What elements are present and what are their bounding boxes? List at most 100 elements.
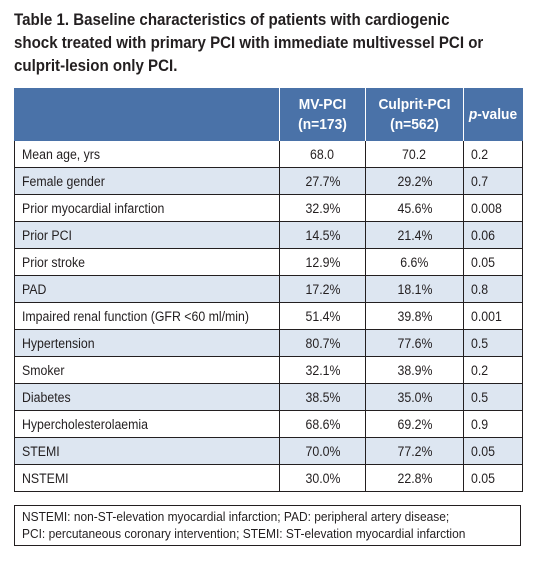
- p-value-suffix: -value: [477, 105, 518, 123]
- row-label: Diabetes: [22, 389, 71, 405]
- mv-pci-value-cell: 17.2%: [279, 275, 366, 303]
- row-label: Female gender: [22, 173, 105, 189]
- p-value: 0.05: [471, 254, 495, 270]
- mv-pci-value-cell: 38.5%: [279, 383, 366, 411]
- table-row: NSTEMI 30.0% 22.8% 0.05: [14, 464, 523, 492]
- p-value: 0.8: [471, 281, 489, 297]
- culprit-pci-value: 38.9%: [397, 362, 432, 378]
- p-value: 0.05: [471, 443, 495, 459]
- header-culprit-pci: Culprit-PCI (n=562): [365, 88, 464, 141]
- p-value-cell: 0.9: [463, 410, 523, 438]
- mv-pci-value: 68.6%: [305, 416, 340, 432]
- row-label-cell: Female gender: [14, 167, 280, 195]
- mv-pci-value: 38.5%: [305, 389, 340, 405]
- row-label-cell: STEMI: [14, 437, 280, 465]
- table-row: Impaired renal function (GFR <60 ml/min)…: [14, 302, 523, 330]
- p-value: 0.5: [471, 389, 489, 405]
- p-value-cell: 0.05: [463, 464, 523, 492]
- culprit-pci-value-cell: 35.0%: [365, 383, 464, 411]
- footnote-line: PCI: percutaneous coronary intervention;…: [22, 526, 466, 541]
- culprit-pci-value-cell: 21.4%: [365, 221, 464, 249]
- table-caption: Table 1. Baseline characteristics of pat…: [14, 9, 483, 78]
- table-row: Prior PCI 14.5% 21.4% 0.06: [14, 221, 523, 249]
- culprit-pci-value-cell: 77.6%: [365, 329, 464, 357]
- row-label: Prior myocardial infarction: [22, 200, 165, 216]
- row-label: PAD: [22, 281, 47, 297]
- mv-pci-value-cell: 51.4%: [279, 302, 366, 330]
- header-label-column: [14, 88, 280, 141]
- row-label-cell: Diabetes: [14, 383, 280, 411]
- mv-pci-value-cell: 80.7%: [279, 329, 366, 357]
- p-value: 0.008: [471, 200, 502, 216]
- culprit-pci-value-cell: 29.2%: [365, 167, 464, 195]
- mv-pci-value-cell: 68.0: [279, 141, 366, 168]
- mv-pci-value-cell: 30.0%: [279, 464, 366, 492]
- p-value-cell: 0.001: [463, 302, 523, 330]
- p-value-cell: 0.2: [463, 141, 523, 168]
- p-value-cell: 0.5: [463, 383, 523, 411]
- caption-line: culprit-lesion only PCI.: [14, 57, 178, 75]
- p-value: 0.9: [471, 416, 489, 432]
- row-label: Prior PCI: [22, 227, 72, 243]
- mv-pci-value-cell: 27.7%: [279, 167, 366, 195]
- p-value: 0.5: [471, 335, 489, 351]
- p-value-cell: 0.5: [463, 329, 523, 357]
- culprit-pci-value-cell: 22.8%: [365, 464, 464, 492]
- row-label-cell: Hypertension: [14, 329, 280, 357]
- footnote-line: NSTEMI: non-ST-elevation myocardial infa…: [22, 509, 450, 524]
- table-row: Diabetes 38.5% 35.0% 0.5: [14, 383, 523, 411]
- culprit-pci-value: 22.8%: [397, 470, 432, 486]
- culprit-pci-value: 45.6%: [397, 200, 432, 216]
- culprit-pci-value: 6.6%: [400, 254, 429, 270]
- culprit-pci-value-cell: 45.6%: [365, 194, 464, 222]
- culprit-pci-value: 70.2: [402, 146, 427, 162]
- table-row: Mean age, yrs 68.0 70.2 0.2: [14, 141, 523, 168]
- row-label: Prior stroke: [22, 254, 85, 270]
- mv-pci-value: 32.1%: [305, 362, 340, 378]
- culprit-pci-value-cell: 70.2: [365, 141, 464, 168]
- mv-pci-value-cell: 68.6%: [279, 410, 366, 438]
- mv-pci-value: 17.2%: [305, 281, 340, 297]
- mv-pci-value: 12.9%: [305, 254, 340, 270]
- row-label: NSTEMI: [22, 470, 69, 486]
- table-footnote: NSTEMI: non-ST-elevation myocardial infa…: [14, 505, 521, 546]
- culprit-pci-value: 21.4%: [397, 227, 432, 243]
- caption-line: Table 1. Baseline characteristics of pat…: [14, 11, 450, 29]
- table-row: Hypercholesterolaemia 68.6% 69.2% 0.9: [14, 410, 523, 438]
- mv-pci-value: 32.9%: [305, 200, 340, 216]
- row-label-cell: Prior myocardial infarction: [14, 194, 280, 222]
- p-value: 0.2: [471, 146, 489, 162]
- row-label-cell: NSTEMI: [14, 464, 280, 492]
- p-value-cell: 0.008: [463, 194, 523, 222]
- row-label: Impaired renal function (GFR <60 ml/min): [22, 308, 249, 324]
- p-value-cell: 0.05: [463, 437, 523, 465]
- p-value: 0.7: [471, 173, 489, 189]
- row-label: Hypercholesterolaemia: [22, 416, 148, 432]
- culprit-pci-value: 69.2%: [397, 416, 432, 432]
- row-label: Hypertension: [22, 335, 95, 351]
- baseline-characteristics-table: MV-PCI (n=173) Culprit-PCI (n=562) p-val…: [14, 88, 523, 492]
- mv-pci-value-cell: 70.0%: [279, 437, 366, 465]
- table-row: Hypertension 80.7% 77.6% 0.5: [14, 329, 523, 357]
- row-label-cell: Impaired renal function (GFR <60 ml/min): [14, 302, 280, 330]
- table-row: Female gender 27.7% 29.2% 0.7: [14, 167, 523, 195]
- culprit-pci-value-cell: 6.6%: [365, 248, 464, 276]
- row-label-cell: PAD: [14, 275, 280, 303]
- table-row: Prior myocardial infarction 32.9% 45.6% 0.0…: [14, 194, 523, 222]
- p-value: 0.2: [471, 362, 489, 378]
- table-row: STEMI 70.0% 77.2% 0.05: [14, 437, 523, 465]
- table-row: PAD 17.2% 18.1% 0.8: [14, 275, 523, 303]
- caption-line: shock treated with primary PCI with imme…: [14, 34, 484, 52]
- culprit-pci-value: 29.2%: [397, 173, 432, 189]
- culprit-pci-value: 77.2%: [397, 443, 432, 459]
- mv-pci-value-cell: 14.5%: [279, 221, 366, 249]
- row-label-cell: Prior stroke: [14, 248, 280, 276]
- table-row: Prior stroke 12.9% 6.6% 0.05: [14, 248, 523, 276]
- mv-pci-value-cell: 32.9%: [279, 194, 366, 222]
- mv-pci-value: 51.4%: [305, 308, 340, 324]
- mv-pci-value: 80.7%: [305, 335, 340, 351]
- culprit-pci-value: 39.8%: [397, 308, 432, 324]
- row-label-cell: Hypercholesterolaemia: [14, 410, 280, 438]
- row-label: Mean age, yrs: [22, 146, 101, 162]
- culprit-pci-value-cell: 38.9%: [365, 356, 464, 384]
